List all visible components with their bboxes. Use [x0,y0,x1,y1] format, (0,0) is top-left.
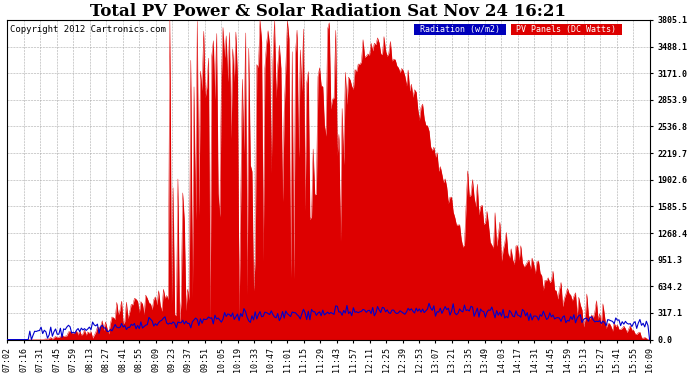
Title: Total PV Power & Solar Radiation Sat Nov 24 16:21: Total PV Power & Solar Radiation Sat Nov… [90,3,566,20]
Text: Copyright 2012 Cartronics.com: Copyright 2012 Cartronics.com [10,25,166,34]
Text: PV Panels (DC Watts): PV Panels (DC Watts) [511,25,622,34]
Text: Radiation (w/m2): Radiation (w/m2) [415,25,505,34]
